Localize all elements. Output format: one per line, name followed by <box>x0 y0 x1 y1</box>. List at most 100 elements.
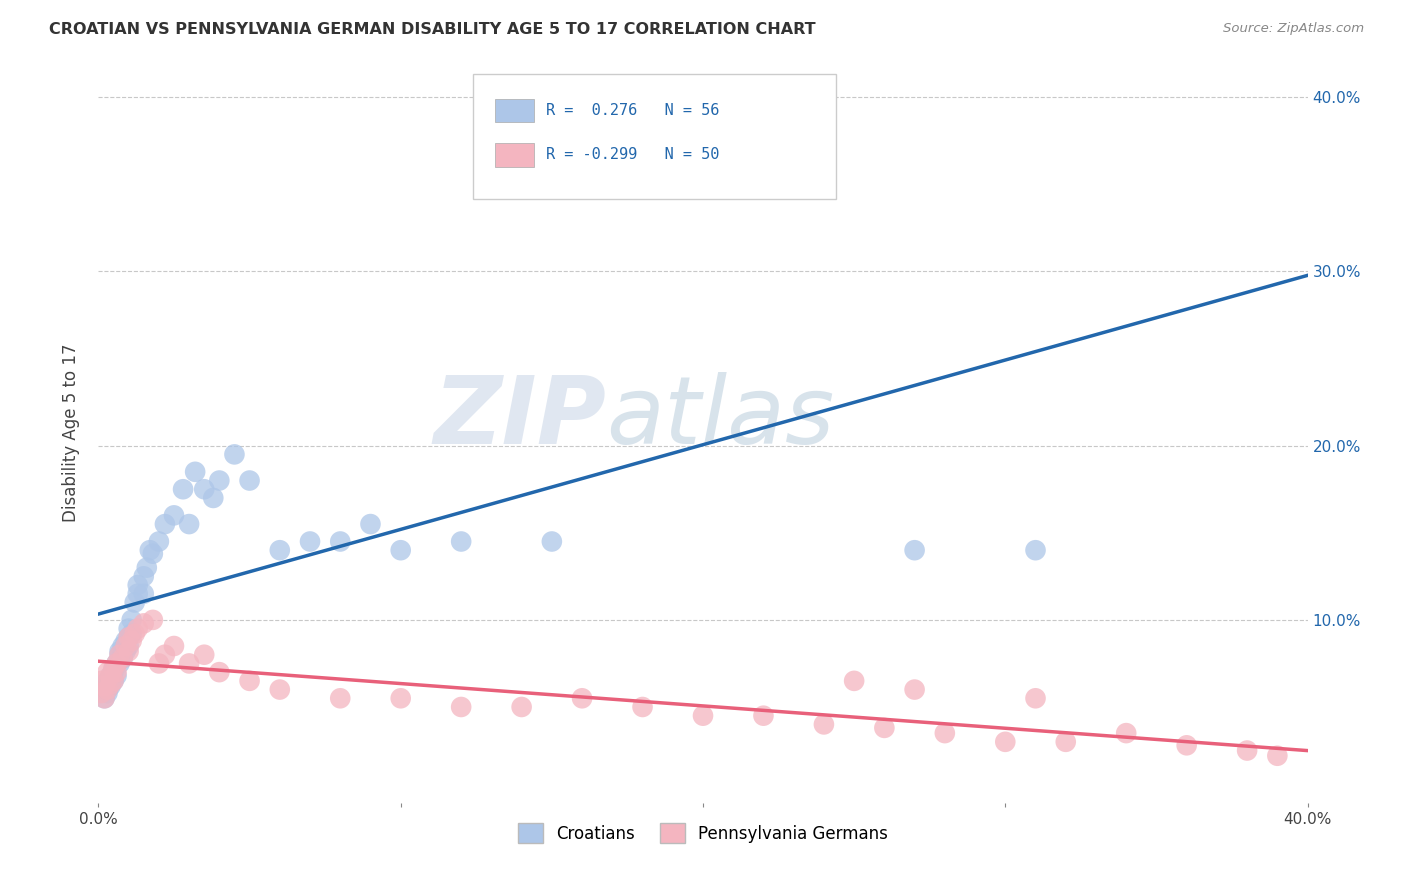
Point <box>100 679 122 693</box>
Point <box>100 668 122 682</box>
Point <box>90 686 112 700</box>
Point <box>135 560 157 574</box>
Point <box>111 639 134 653</box>
Point <box>1024 691 1046 706</box>
Point <box>105 665 128 680</box>
Point <box>96 665 118 680</box>
Point <box>510 700 533 714</box>
Point <box>90 673 112 688</box>
Point <box>111 651 134 665</box>
Point <box>103 673 125 688</box>
Point <box>813 717 835 731</box>
Point <box>124 627 146 641</box>
Point <box>208 474 231 488</box>
Point <box>389 691 412 706</box>
Text: ZIP: ZIP <box>433 372 606 464</box>
Point <box>193 482 215 496</box>
Point <box>108 644 131 658</box>
Text: CROATIAN VS PENNSYLVANIA GERMAN DISABILITY AGE 5 TO 17 CORRELATION CHART: CROATIAN VS PENNSYLVANIA GERMAN DISABILI… <box>49 22 815 37</box>
Point <box>153 517 176 532</box>
Text: R =  0.276   N = 56: R = 0.276 N = 56 <box>546 103 720 118</box>
Point <box>208 665 231 680</box>
Point <box>148 657 170 671</box>
Point <box>142 547 165 561</box>
Point <box>179 657 201 671</box>
Point <box>127 622 149 636</box>
Point <box>389 543 412 558</box>
Text: atlas: atlas <box>606 372 835 463</box>
Point <box>127 578 149 592</box>
Point <box>202 491 225 505</box>
Point <box>360 517 382 532</box>
Point <box>193 648 215 662</box>
Point <box>1175 739 1198 753</box>
Point <box>118 622 141 636</box>
Point <box>1267 748 1289 763</box>
Text: Source: ZipAtlas.com: Source: ZipAtlas.com <box>1223 22 1364 36</box>
Point <box>994 735 1017 749</box>
Point <box>103 673 125 688</box>
Point <box>93 682 115 697</box>
Point <box>873 721 896 735</box>
Point <box>904 682 927 697</box>
Point <box>96 686 118 700</box>
Point <box>96 682 118 697</box>
Point <box>163 508 186 523</box>
Point <box>121 633 143 648</box>
Point <box>1024 543 1046 558</box>
Point <box>100 677 122 691</box>
Point <box>450 534 472 549</box>
Point <box>299 534 322 549</box>
Point <box>100 668 122 682</box>
FancyBboxPatch shape <box>474 73 837 200</box>
Point <box>1054 735 1077 749</box>
Point <box>132 616 155 631</box>
FancyBboxPatch shape <box>495 143 534 167</box>
Point <box>96 673 118 688</box>
Point <box>481 178 503 192</box>
Point <box>904 543 927 558</box>
Point <box>103 662 125 676</box>
Point <box>121 613 143 627</box>
Point <box>105 668 128 682</box>
Point <box>111 648 134 662</box>
Point <box>103 662 125 676</box>
Point <box>114 644 136 658</box>
Point <box>96 682 118 697</box>
Text: R = -0.299   N = 50: R = -0.299 N = 50 <box>546 147 720 162</box>
Point <box>108 648 131 662</box>
Point <box>153 648 176 662</box>
Point <box>93 679 115 693</box>
Point <box>132 569 155 583</box>
Point <box>329 691 352 706</box>
Point <box>540 534 562 549</box>
Point <box>1115 726 1137 740</box>
Y-axis label: Disability Age 5 to 17: Disability Age 5 to 17 <box>62 343 80 522</box>
Point <box>179 517 201 532</box>
Point <box>1236 743 1258 757</box>
Point <box>100 673 122 688</box>
Point <box>631 700 654 714</box>
Point <box>329 534 352 549</box>
Point <box>118 644 141 658</box>
Point <box>105 657 128 671</box>
Point <box>172 482 194 496</box>
Point <box>163 639 186 653</box>
Point <box>139 543 162 558</box>
Point <box>752 708 775 723</box>
Point <box>103 665 125 680</box>
Point <box>481 143 503 157</box>
Point <box>121 627 143 641</box>
Point <box>239 673 262 688</box>
Point <box>269 543 291 558</box>
Point <box>93 691 115 706</box>
Legend: Croatians, Pennsylvania Germans: Croatians, Pennsylvania Germans <box>512 816 894 850</box>
Point <box>148 534 170 549</box>
Point <box>269 682 291 697</box>
Point <box>114 633 136 648</box>
Point <box>132 587 155 601</box>
Point <box>224 447 246 461</box>
Point <box>114 639 136 653</box>
Point <box>111 651 134 665</box>
Point <box>571 691 593 706</box>
